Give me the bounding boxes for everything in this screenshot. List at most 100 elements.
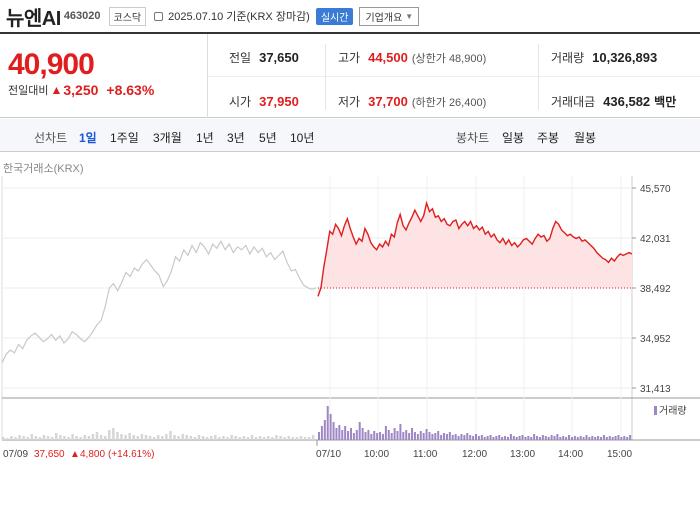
volume-bar bbox=[411, 428, 414, 440]
volume-bar bbox=[83, 435, 87, 440]
volume-bar bbox=[460, 434, 463, 440]
volume-bar bbox=[91, 434, 95, 440]
volume-bar bbox=[318, 432, 320, 440]
volume-bar bbox=[536, 436, 539, 440]
volume-bar bbox=[161, 436, 164, 440]
source-label: 한국거래소(KRX) bbox=[3, 162, 84, 175]
volume-bar bbox=[344, 426, 347, 440]
upper-limit: (상한가 48,900) bbox=[411, 53, 487, 65]
today-line bbox=[317, 200, 633, 297]
volume-bar bbox=[246, 437, 250, 440]
volume-legend: 거래량 bbox=[654, 405, 687, 417]
volume-bar bbox=[222, 436, 225, 440]
realtime-button[interactable]: 실시간 bbox=[315, 7, 354, 25]
up-triangle-icon: ▲ bbox=[70, 449, 80, 460]
volume-bar bbox=[620, 437, 623, 440]
volume-bar bbox=[437, 431, 440, 440]
volume-bar bbox=[573, 436, 576, 440]
volume-bar bbox=[128, 433, 131, 440]
tab-monthly[interactable]: 월봉 bbox=[574, 131, 597, 145]
volume-bar bbox=[608, 436, 611, 440]
tab-5y[interactable]: 5년 bbox=[259, 131, 277, 145]
x-tick-label: 12:00 bbox=[462, 449, 487, 460]
volume-bar bbox=[132, 435, 135, 440]
volume-bar bbox=[541, 435, 544, 440]
volume-bar bbox=[515, 437, 518, 440]
volume-bar bbox=[18, 435, 21, 440]
volume-bar bbox=[341, 430, 344, 440]
volume-bar bbox=[226, 437, 229, 440]
volume-bar bbox=[295, 437, 299, 440]
volume-bar bbox=[582, 437, 585, 440]
tab-daily[interactable]: 일봉 bbox=[502, 131, 525, 145]
prev-close-label: 전일 bbox=[229, 51, 252, 65]
volume-bar bbox=[501, 437, 504, 440]
volume-bar bbox=[431, 434, 434, 440]
volume-legend-label: 거래량 bbox=[659, 405, 687, 417]
volume-bar bbox=[209, 436, 213, 440]
tab-3y[interactable]: 3년 bbox=[227, 131, 245, 145]
volume-bar bbox=[562, 436, 565, 440]
company-overview-button[interactable]: 기업개요 ▼ bbox=[359, 6, 420, 26]
volume-bar bbox=[475, 434, 477, 440]
amount-value: 436,582 bbox=[603, 94, 651, 109]
tab-weekly[interactable]: 주봉 bbox=[537, 131, 560, 145]
volume-bar bbox=[480, 435, 483, 440]
volume-bar bbox=[165, 434, 168, 440]
volume-bar bbox=[527, 436, 530, 440]
high-stat: 고가 44,500 (상한가 48,900) bbox=[338, 49, 486, 66]
tab-1y[interactable]: 1년 bbox=[196, 131, 214, 145]
col-divider bbox=[325, 44, 326, 110]
tab-1w[interactable]: 1주일 bbox=[110, 131, 139, 145]
current-price: 40,900 bbox=[8, 48, 95, 81]
prev-day-info: 07/09 37,650 ▲ 4,800 (+14.61%) bbox=[3, 449, 154, 460]
price-chart[interactable]: 한국거래소(KRX) 45,570 42,031 38,492 34,952 31,41… bbox=[0, 152, 700, 515]
volume-bar bbox=[483, 437, 486, 440]
volume-bar bbox=[602, 435, 605, 440]
volume-bar bbox=[250, 435, 254, 440]
tab-3m[interactable]: 3개월 bbox=[153, 131, 182, 145]
volume-bar bbox=[87, 436, 91, 440]
volume-bar bbox=[364, 432, 367, 440]
volume-bar bbox=[173, 435, 176, 440]
volume-bar bbox=[140, 434, 144, 440]
volume-bar bbox=[509, 434, 512, 440]
volume-bar bbox=[6, 438, 9, 440]
prev-day-pct: (+14.61%) bbox=[108, 449, 154, 460]
volume-bar bbox=[71, 434, 74, 440]
volume-bar bbox=[338, 425, 341, 440]
volume-bar bbox=[116, 432, 119, 440]
volume-bar bbox=[234, 436, 237, 440]
volume-bar bbox=[75, 436, 78, 440]
volume-bar bbox=[440, 435, 443, 440]
volume-bar bbox=[242, 436, 246, 440]
prev-day-close: 37,650 bbox=[34, 449, 65, 460]
volume-bar bbox=[376, 433, 379, 440]
volume-bar bbox=[381, 434, 384, 440]
change-value: 3,250 bbox=[63, 82, 99, 98]
volume-bar bbox=[614, 436, 617, 440]
volume-bar bbox=[373, 431, 376, 440]
volume-bar bbox=[291, 437, 295, 440]
volume-bar bbox=[445, 434, 448, 440]
volume-bar bbox=[46, 436, 50, 440]
tab-10y[interactable]: 10년 bbox=[290, 131, 315, 145]
volume-bar bbox=[454, 434, 457, 440]
volume-bar bbox=[38, 437, 42, 440]
volume-bar bbox=[258, 436, 262, 440]
volume-bar bbox=[329, 414, 332, 440]
volume-bar bbox=[30, 434, 34, 440]
amount-stat: 거래대금 436,582 백만 bbox=[551, 93, 676, 110]
volume-bar bbox=[95, 432, 99, 440]
volume-bar bbox=[287, 436, 290, 440]
amount-label: 거래대금 bbox=[551, 95, 596, 109]
change-percent: +8.63% bbox=[106, 82, 155, 98]
volume-bar bbox=[472, 436, 475, 440]
volume-bar bbox=[585, 435, 588, 440]
volume-legend-swatch bbox=[654, 406, 657, 415]
date-text: 2025.07.10 기준(KRX 장마감) bbox=[168, 11, 310, 23]
volume-bar bbox=[349, 428, 352, 440]
volume-bar bbox=[553, 436, 556, 440]
tab-1d[interactable]: 1일 bbox=[79, 131, 97, 145]
volume-bar bbox=[254, 437, 258, 440]
